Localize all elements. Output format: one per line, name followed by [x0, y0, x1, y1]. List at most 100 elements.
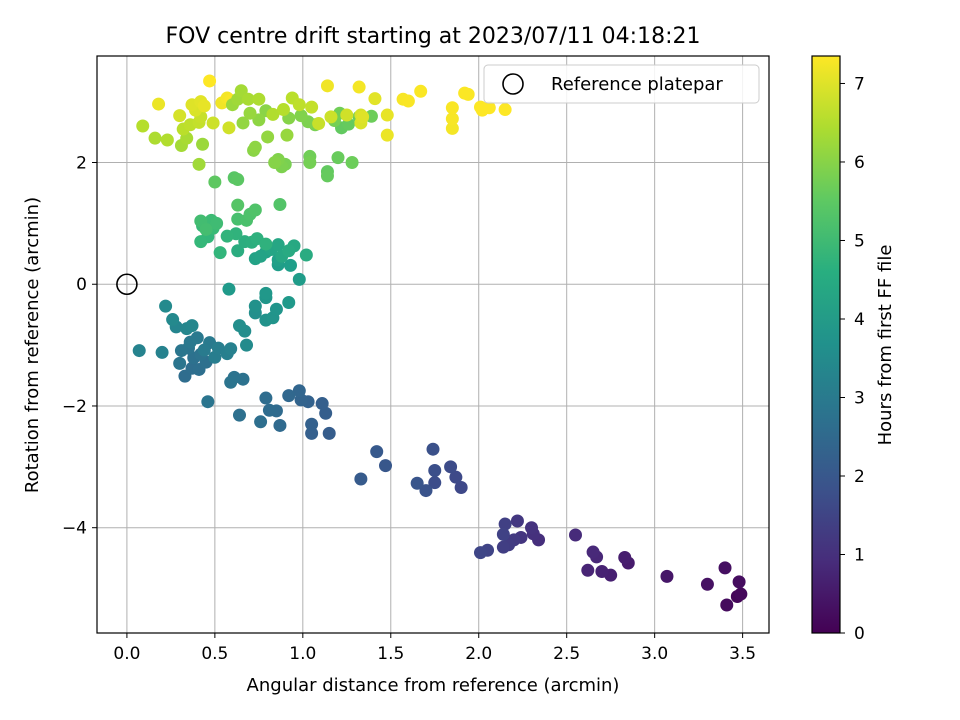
scatter-point: [271, 238, 285, 252]
scatter-point: [231, 173, 245, 187]
scatter-point: [426, 442, 440, 456]
scatter-point: [155, 345, 169, 359]
scatter-point: [320, 79, 334, 93]
scatter-point: [224, 342, 238, 356]
scatter-point: [732, 575, 746, 589]
scatter-point: [380, 128, 394, 142]
scatter-point: [720, 598, 734, 612]
scatter-point: [262, 403, 276, 417]
scatter-point: [259, 391, 273, 405]
scatter-point: [660, 569, 674, 583]
scatter-point: [232, 408, 246, 422]
scatter-point: [324, 110, 338, 124]
colorbar-tick-label: 6: [854, 153, 865, 173]
x-tick-label: 1.5: [377, 644, 404, 664]
scatter-point: [586, 545, 600, 559]
x-tick-label: 3.0: [641, 644, 668, 664]
colorbar-tick-label: 2: [854, 467, 865, 487]
scatter-point: [368, 92, 382, 106]
legend-label: Reference platepar: [551, 74, 723, 95]
scatter-point: [261, 130, 275, 144]
scatter-point: [185, 319, 199, 333]
colorbar-label: Hours from first FF file: [875, 245, 896, 446]
scatter-point: [428, 476, 442, 490]
scatter-point: [203, 74, 217, 88]
scatter-point: [498, 517, 512, 531]
scatter-point: [454, 481, 468, 495]
scatter-point: [231, 198, 245, 212]
scatter-point: [294, 109, 308, 123]
scatter-point: [419, 484, 433, 498]
colorbar-tick-label: 4: [854, 310, 865, 330]
scatter-point: [444, 460, 458, 474]
y-tick-label: −4: [62, 519, 87, 539]
scatter-point: [282, 389, 296, 403]
scatter-point: [356, 110, 370, 124]
colorbar-tick-label: 7: [854, 74, 865, 94]
x-tick-label: 2.5: [553, 644, 580, 664]
grid-lines: [97, 56, 769, 633]
scatter-point: [231, 244, 245, 258]
scatter-point: [136, 119, 150, 133]
scatter-point: [148, 131, 162, 145]
colorbar: 0 1 2 3 4 5 6 7 Hours from first FF file: [811, 55, 896, 644]
scatter-point: [254, 415, 268, 429]
scatter-point: [282, 296, 296, 310]
colorbar-ticks: 0 1 2 3 4 5 6 7: [840, 74, 865, 644]
scatter-point: [273, 418, 287, 432]
scatter-point: [268, 156, 282, 170]
scatter-point: [305, 417, 319, 431]
y-tick-label: −2: [62, 397, 87, 417]
y-tick-label: 0: [76, 275, 87, 295]
scatter-point: [525, 521, 539, 535]
scatter-point: [252, 113, 266, 127]
scatter-point: [473, 546, 487, 560]
scatter-point: [401, 94, 415, 108]
scatter-point: [269, 302, 283, 316]
scatter-point: [315, 397, 329, 411]
scatter-point: [210, 216, 224, 230]
y-axis-ticks: −4 −2 0 2: [62, 154, 97, 539]
x-tick-label: 3.5: [729, 644, 756, 664]
legend-marker-reference-icon: [502, 73, 524, 95]
scatter-point: [192, 157, 206, 171]
scatter-point: [510, 514, 524, 528]
scatter-point: [152, 97, 166, 111]
scatter-point: [132, 344, 146, 358]
scatter-point: [224, 375, 238, 389]
scatter-point: [568, 528, 582, 542]
scatter-point: [734, 587, 748, 601]
scatter-point: [449, 470, 463, 484]
scatter-point: [305, 426, 319, 440]
scatter-point: [160, 133, 174, 147]
scatter-point: [320, 169, 334, 183]
scatter-point: [340, 108, 354, 122]
scatter-point: [458, 86, 472, 100]
scatter-point: [496, 527, 510, 541]
scatter-point: [259, 286, 273, 300]
scatter-point: [197, 343, 211, 357]
scatter-point: [414, 84, 428, 98]
scatter-point: [498, 103, 512, 117]
scatter-point: [345, 156, 359, 170]
colorbar-gradient: [811, 55, 841, 634]
scatter-point: [166, 313, 180, 327]
x-tick-label: 2.0: [465, 644, 492, 664]
x-tick-label: 0.0: [113, 644, 140, 664]
x-axis-label: Angular distance from reference (arcmin): [247, 675, 620, 696]
colorbar-tick-label: 1: [854, 545, 865, 565]
scatter-point: [197, 99, 211, 113]
scatter-point: [410, 476, 424, 490]
scatter-point: [173, 109, 187, 123]
scatter-point: [236, 116, 250, 130]
scatter-point: [718, 561, 732, 575]
scatter-point: [280, 128, 294, 142]
scatter-point: [354, 472, 368, 486]
colorbar-tick-label: 3: [854, 388, 865, 408]
scatter-point: [482, 101, 496, 115]
scatter-point: [196, 137, 210, 151]
scatter-point: [222, 121, 236, 135]
x-tick-label: 1.0: [289, 644, 316, 664]
scatter-point: [248, 299, 262, 313]
